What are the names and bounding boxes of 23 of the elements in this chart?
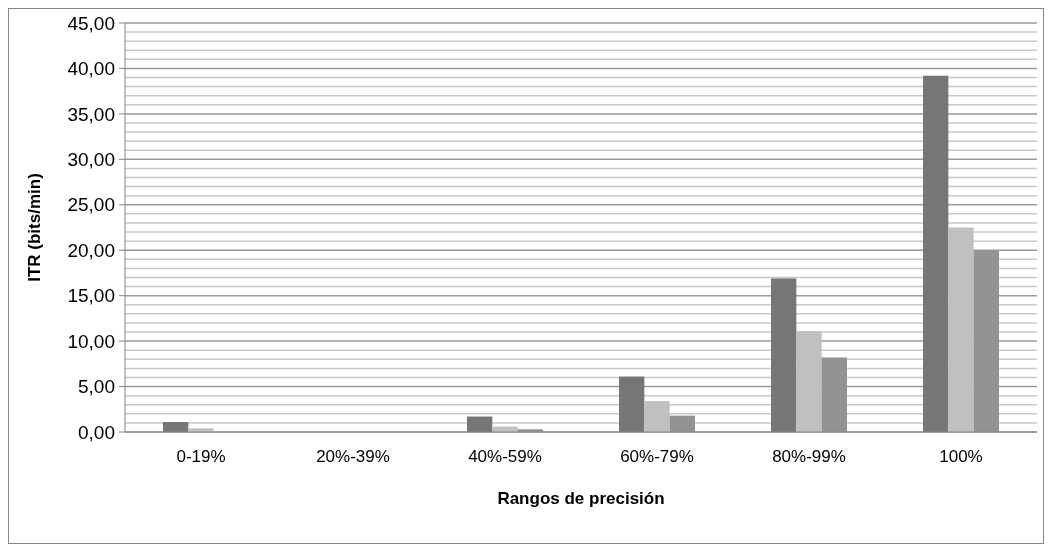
y-tick-label: 15,00 bbox=[67, 285, 115, 307]
y-tick-label: 40,00 bbox=[67, 58, 115, 80]
y-tick-label: 10,00 bbox=[67, 330, 115, 352]
x-tick-label: 20%-39% bbox=[316, 447, 390, 466]
x-tick-label: 0-19% bbox=[176, 447, 226, 466]
x-tick-label: 40%-59% bbox=[468, 447, 542, 466]
y-tick-label: 5,00 bbox=[78, 376, 115, 398]
bar bbox=[467, 416, 493, 432]
bar bbox=[771, 278, 797, 432]
bar bbox=[669, 415, 695, 432]
x-axis-title: Rangos de precisión bbox=[497, 489, 665, 508]
y-tick-label: 30,00 bbox=[67, 148, 115, 170]
bar bbox=[923, 75, 949, 432]
y-tick-label: 0,00 bbox=[78, 421, 115, 443]
y-tick-label: 35,00 bbox=[67, 103, 115, 125]
y-tick-label: 25,00 bbox=[67, 194, 115, 216]
bar bbox=[619, 376, 645, 432]
x-tick-label: 60%-79% bbox=[620, 447, 694, 466]
y-axis-title: ITR (bits/min) bbox=[24, 173, 44, 282]
x-tick-label: 100% bbox=[939, 447, 983, 466]
y-tick-label: 20,00 bbox=[67, 239, 115, 261]
y-tick-label: 45,00 bbox=[67, 12, 115, 34]
x-tick-label: 80%-99% bbox=[772, 447, 846, 466]
